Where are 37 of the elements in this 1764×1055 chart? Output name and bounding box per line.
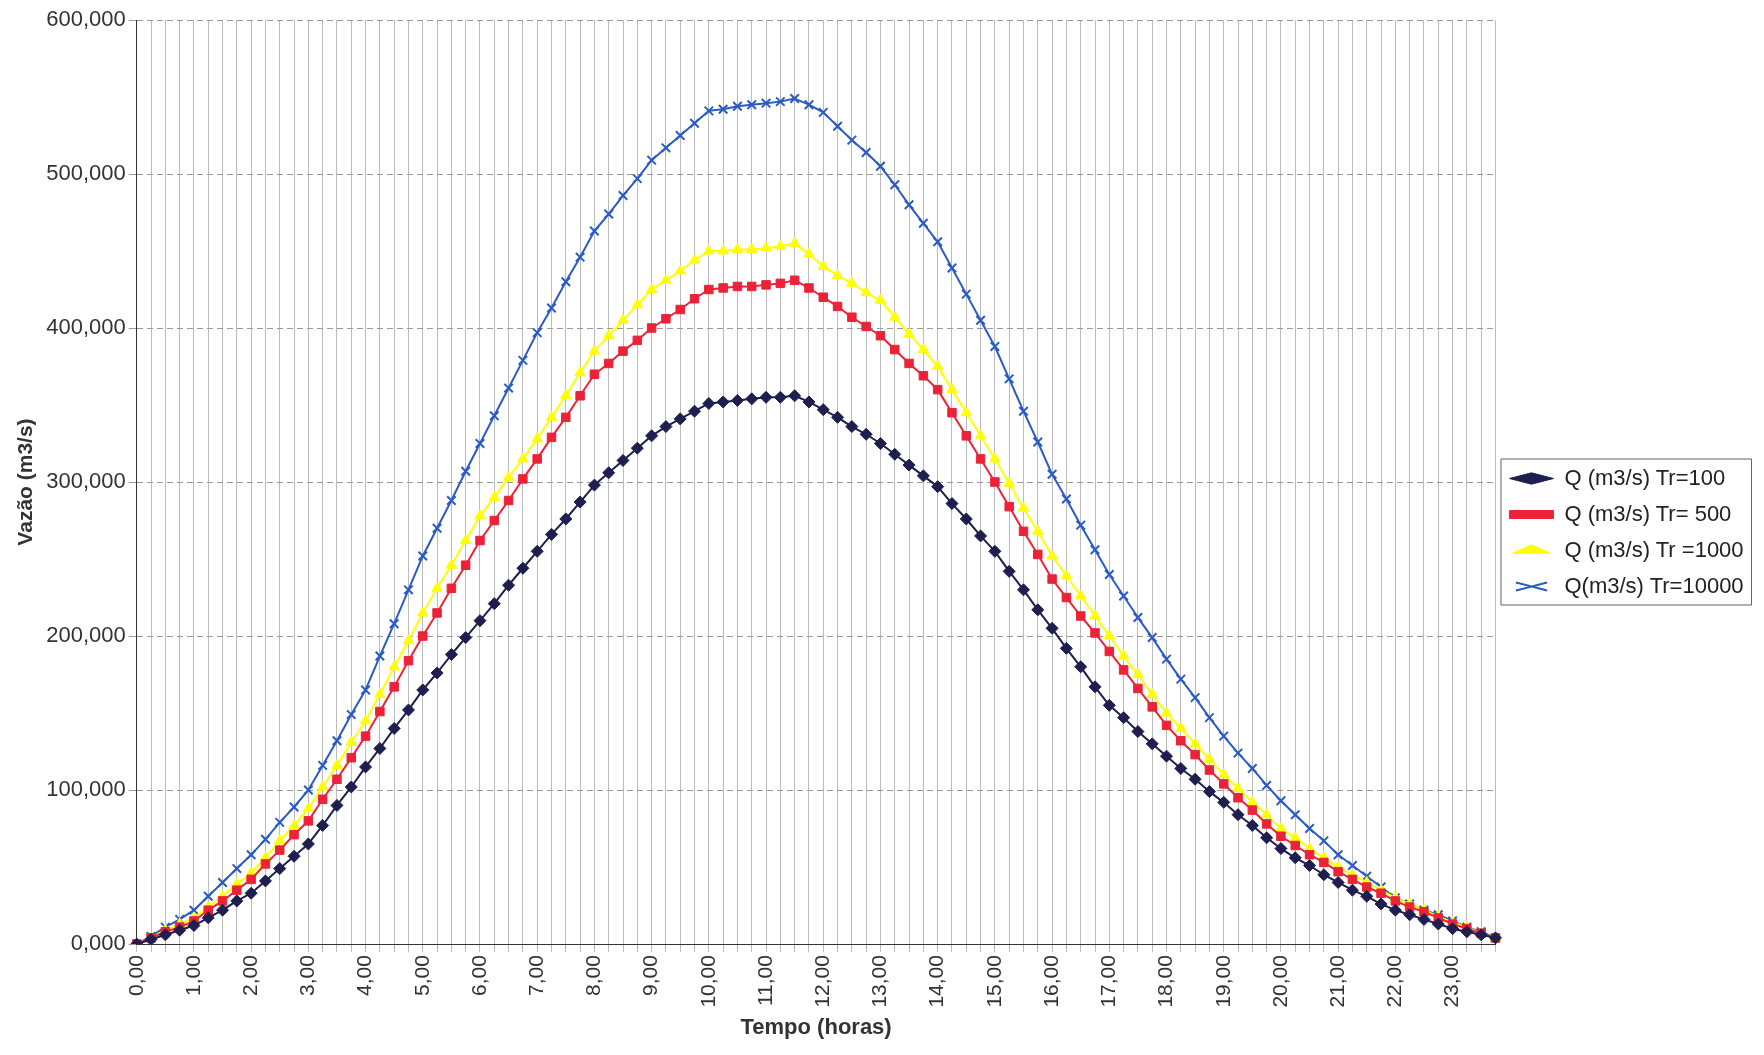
x-tick-label: 15,00 <box>981 955 1005 1008</box>
y-tick-label: 400,000 <box>46 314 126 340</box>
x-tick-label: 23,00 <box>1439 955 1463 1008</box>
x-tick-label: 9,00 <box>638 955 662 996</box>
x-tick-label: 8,00 <box>581 955 605 996</box>
legend-label: Q (m3/s) Tr=100 <box>1564 464 1726 490</box>
legend-label: Q(m3/s) Tr=10000 <box>1564 572 1744 598</box>
y-axis-title: Vazão (m3/s) <box>13 418 37 546</box>
y-tick-label: 500,000 <box>46 160 126 186</box>
x-tick-label: 14,00 <box>924 955 948 1008</box>
y-tick-label: 0,000 <box>70 930 126 956</box>
x-tick-label: 3,00 <box>295 955 319 996</box>
x-tick-label: 21,00 <box>1324 955 1348 1008</box>
y-tick-label: 600,000 <box>46 6 126 32</box>
legend-label: Q (m3/s) Tr =1000 <box>1564 536 1744 562</box>
x-tick-label: 4,00 <box>352 955 376 996</box>
x-tick-label: 22,00 <box>1382 955 1406 1008</box>
x-tick-label: 11,00 <box>752 955 776 1007</box>
x-tick-label: 17,00 <box>1096 955 1120 1008</box>
x-tick-label: 7,00 <box>524 955 547 996</box>
x-tick-label: 16,00 <box>1038 955 1062 1008</box>
x-tick-label: 6,00 <box>466 955 490 996</box>
legend-label: Q (m3/s) Tr= 500 <box>1564 500 1732 526</box>
x-tick-label: 13,00 <box>867 955 891 1008</box>
x-tick-label: 2,00 <box>237 955 261 996</box>
x-tick-label: 19,00 <box>1210 955 1234 1008</box>
y-tick-label: 300,000 <box>46 468 126 494</box>
y-tick-label: 200,000 <box>46 622 126 648</box>
x-tick-label: 10,00 <box>695 955 719 1008</box>
x-axis-title: Tempo (horas) <box>740 1013 892 1039</box>
x-tick-label: 1,00 <box>180 955 204 996</box>
x-tick-label: 12,00 <box>810 955 834 1008</box>
y-tick-label: 100,000 <box>46 776 126 802</box>
x-tick-label: 18,00 <box>1153 955 1177 1008</box>
x-tick-label: 20,00 <box>1267 955 1291 1008</box>
x-tick-label: 5,00 <box>409 955 433 996</box>
x-tick-label: 0,00 <box>123 955 147 996</box>
